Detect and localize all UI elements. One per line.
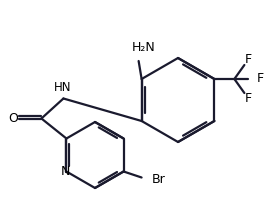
Text: Br: Br: [152, 173, 165, 186]
Text: HN: HN: [54, 80, 71, 93]
Text: H₂N: H₂N: [132, 41, 156, 54]
Text: O: O: [8, 112, 18, 125]
Text: F: F: [256, 71, 264, 84]
Text: F: F: [245, 91, 252, 105]
Text: F: F: [245, 52, 252, 65]
Text: N: N: [61, 165, 70, 178]
